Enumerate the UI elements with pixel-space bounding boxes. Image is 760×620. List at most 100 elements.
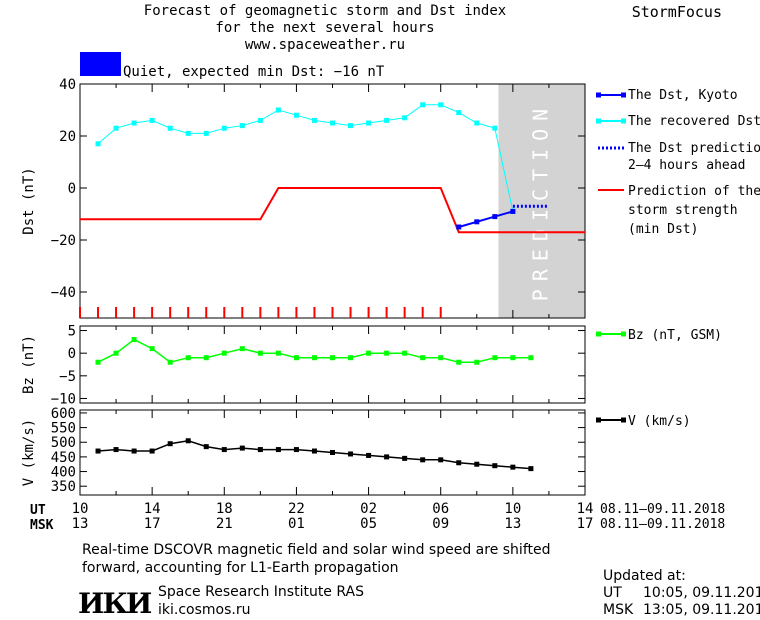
dst-series-0-point bbox=[293, 112, 299, 118]
dst-series-0-point bbox=[221, 125, 227, 131]
v-ytick-label: 400 bbox=[51, 465, 76, 481]
legend-storm-strength-label: Prediction of the bbox=[628, 184, 760, 199]
msk-tick-label: 21 bbox=[216, 516, 233, 532]
prediction-region bbox=[498, 84, 585, 318]
v-series-0-point bbox=[510, 464, 516, 470]
legend-dst-recovered-marker bbox=[596, 118, 601, 124]
bz-series-0-point bbox=[149, 346, 155, 352]
v-series-0-point bbox=[384, 454, 390, 460]
v-series-0-point bbox=[311, 448, 317, 454]
institute-site[interactable]: iki.cosmos.ru bbox=[158, 602, 251, 618]
v-series-0-point bbox=[131, 448, 137, 454]
dst-series-1-point bbox=[492, 214, 498, 220]
dst-series-3-line bbox=[80, 187, 585, 234]
v-series-0-point bbox=[366, 452, 372, 458]
dst-series-0-point bbox=[167, 125, 173, 131]
legend-v-marker bbox=[596, 417, 601, 423]
dst-series-0-point bbox=[438, 102, 444, 108]
ut-tick-label: 14 bbox=[144, 501, 161, 517]
dst-series-0-point bbox=[402, 115, 408, 121]
dst-series-0-point bbox=[456, 110, 462, 116]
bz-series-0-point bbox=[95, 359, 101, 365]
bz-axis-label: Bz (nT) bbox=[21, 335, 37, 394]
dst-series-0-point bbox=[474, 120, 480, 126]
updated-label: Updated at: bbox=[603, 568, 686, 584]
bz-series-0-point bbox=[221, 350, 227, 356]
v-series-0-point bbox=[293, 447, 299, 453]
msk-tick-label: 01 bbox=[288, 516, 305, 532]
bz-series-0-point bbox=[348, 355, 354, 361]
bz-series-0-point bbox=[239, 346, 245, 352]
v-series-0-point bbox=[113, 447, 119, 453]
dst-ytick-label: −40 bbox=[51, 285, 76, 301]
footer-note-line-2: forward, accounting for L1-Earth propaga… bbox=[82, 560, 399, 576]
v-series-0-point bbox=[257, 447, 263, 453]
v-series-0-point bbox=[275, 447, 281, 453]
bz-series-0-point bbox=[528, 355, 534, 361]
dst-ytick-label: 0 bbox=[68, 181, 76, 197]
dst-series-1-point bbox=[474, 219, 480, 225]
ut-axis-label: UT bbox=[30, 503, 46, 518]
dst-ytick-label: −20 bbox=[51, 233, 76, 249]
bz-series-0-point bbox=[384, 350, 390, 356]
legend-dst-prediction-label-2: 2–4 hours ahead bbox=[628, 158, 745, 173]
msk-tick-label: 17 bbox=[144, 516, 161, 532]
bz-series-0-point bbox=[293, 355, 299, 361]
legend-bz-label: Bz (nT, GSM) bbox=[628, 328, 722, 343]
legend-v-label: V (km/s) bbox=[628, 414, 691, 429]
updated-ut: 10:05, 09.11.2018 bbox=[643, 585, 760, 601]
v-series-0-point bbox=[149, 448, 155, 454]
bz-ytick-label: −10 bbox=[51, 391, 76, 407]
bz-series-0-point bbox=[492, 355, 498, 361]
bz-series-0-point bbox=[275, 350, 281, 356]
v-series-0-point bbox=[95, 448, 101, 454]
legend-storm-strength-label-2: storm strength bbox=[628, 203, 738, 218]
chart-title-url[interactable]: www.spaceweather.ru bbox=[244, 37, 406, 53]
status-text: Quiet, expected min Dst: −16 nT bbox=[123, 64, 385, 80]
legend-dst-kyoto-label: The Dst, Kyoto bbox=[628, 88, 738, 103]
v-series-0-point bbox=[528, 466, 534, 472]
bz-series-0-point bbox=[131, 337, 137, 343]
brand-name: StormFocus bbox=[631, 3, 722, 21]
bz-ytick-label: 0 bbox=[68, 346, 76, 362]
v-series-0-point bbox=[402, 455, 408, 461]
legend-dst-kyoto-marker bbox=[621, 92, 626, 98]
updated-msk-label: MSK bbox=[603, 602, 634, 618]
v-ytick-label: 600 bbox=[51, 406, 76, 422]
dst-series-0-point bbox=[131, 120, 137, 126]
dst-series-0-point bbox=[384, 117, 390, 123]
bz-series-0-point bbox=[203, 355, 209, 361]
dst-series-0-point bbox=[239, 123, 245, 129]
dst-series-0-point bbox=[348, 123, 354, 129]
v-series-0-point bbox=[203, 444, 209, 450]
dst-series-0-point bbox=[185, 130, 191, 136]
bz-ytick-label: 5 bbox=[68, 324, 76, 340]
legend-dst-recovered-marker bbox=[621, 118, 626, 124]
v-series-0-point bbox=[330, 450, 335, 455]
dst-series-0-point bbox=[113, 125, 119, 131]
v-series-0-point bbox=[167, 441, 173, 447]
v-series-0-point bbox=[456, 460, 462, 466]
bz-series-0-point bbox=[510, 355, 516, 361]
legend-bz-marker bbox=[621, 331, 626, 337]
legend-dst-prediction-label: The Dst prediction bbox=[628, 141, 760, 156]
legend-storm-strength-label-3: (min Dst) bbox=[628, 222, 698, 237]
msk-tick-label: 09 bbox=[432, 516, 449, 532]
dst-series-0-point bbox=[203, 130, 209, 136]
prediction-label: PREDICTION bbox=[529, 101, 553, 301]
ut-tick-label: 22 bbox=[288, 501, 305, 517]
dst-ytick-label: 40 bbox=[59, 77, 76, 93]
legend-v-marker bbox=[621, 417, 626, 423]
ut-tick-label: 10 bbox=[72, 501, 89, 517]
chart-title-line-1: Forecast of geomagnetic storm and Dst in… bbox=[143, 3, 507, 19]
bz-series-0-point bbox=[257, 350, 263, 356]
v-series-0-point bbox=[221, 447, 227, 453]
dst-series-0-point bbox=[330, 120, 335, 126]
ut-tick-label: 18 bbox=[216, 501, 233, 517]
updated-ut-label: UT bbox=[603, 585, 622, 601]
bz-series-0-point bbox=[366, 350, 372, 356]
dst-series-1-point bbox=[510, 208, 516, 214]
msk-tick-label: 05 bbox=[360, 516, 377, 532]
institute-name: Space Research Institute RAS bbox=[158, 584, 364, 600]
bz-plot-frame bbox=[79, 325, 586, 404]
